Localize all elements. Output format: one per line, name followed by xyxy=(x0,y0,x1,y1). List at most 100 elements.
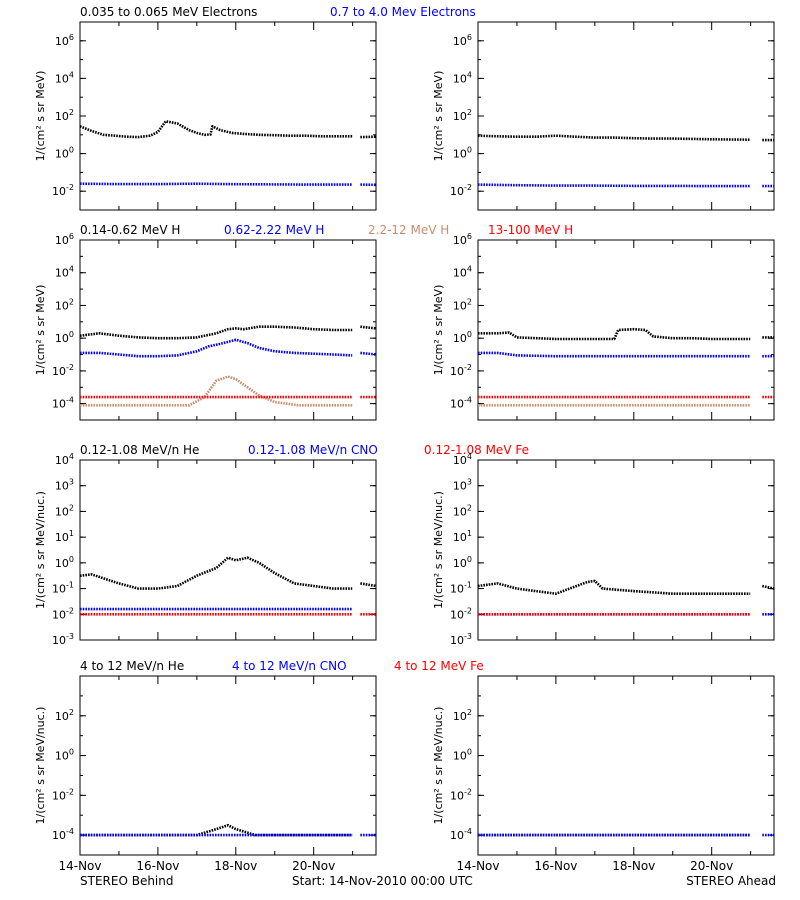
plot-frame xyxy=(477,675,775,856)
y-tick-label: 106 xyxy=(55,33,74,48)
legend-label: 0.62-2.22 MeV H xyxy=(224,223,324,237)
x-tick-label: 20-Nov xyxy=(292,859,335,873)
y-tick-label: 10-4 xyxy=(450,827,472,842)
y-tick-label: 102 xyxy=(55,708,74,723)
series-trace-blue xyxy=(477,183,751,188)
y-tick-label: 100 xyxy=(453,748,472,763)
y-tick-label: 10-3 xyxy=(52,632,74,647)
y-tick-label: 10-2 xyxy=(450,606,472,621)
y-tick-label: 100 xyxy=(453,146,472,161)
y-tick-label: 10-2 xyxy=(52,787,74,802)
data-series xyxy=(79,120,775,837)
legend-label: 4 to 12 MeV/n CNO xyxy=(232,659,347,673)
plot-frame xyxy=(79,675,377,856)
x-tick-label: 18-Nov xyxy=(612,859,655,873)
y-tick-label: 101 xyxy=(55,529,74,544)
series-trace-brown xyxy=(80,375,353,407)
legend-label: 2.2-12 MeV H xyxy=(368,223,449,237)
y-tick-label: 102 xyxy=(55,297,74,312)
y-tick-label: 102 xyxy=(55,503,74,518)
legend-label: 0.12-1.08 MeV/n He xyxy=(80,443,199,457)
series-trace-blue xyxy=(478,351,751,358)
y-tick-label: 104 xyxy=(453,452,472,467)
y-tick-label: 102 xyxy=(55,108,74,123)
y-tick-label: 10-2 xyxy=(450,183,472,198)
y-tick-label: 104 xyxy=(55,70,74,85)
y-tick-label: 102 xyxy=(453,708,472,723)
x-tick-label: 14-Nov xyxy=(58,859,101,873)
footer: STEREO Behind Start: 14-Nov-2010 00:00 U… xyxy=(80,874,776,888)
legend-label: 4 to 12 MeV/n He xyxy=(80,659,184,673)
y-tick-label: 10-1 xyxy=(450,581,472,596)
y-axis-label: 1/(cm² s sr MeV) xyxy=(432,285,445,376)
y-tick-label: 10-1 xyxy=(52,581,74,596)
legend-rows: 0.035 to 0.065 MeV Electrons 0.7 to 4.0 M… xyxy=(80,5,573,673)
y-axis-label: 1/(cm² s sr MeV) xyxy=(34,71,47,162)
y-tick-label: 106 xyxy=(453,232,472,247)
panel-frames xyxy=(79,21,775,856)
y-axis-label: 1/(cm² s sr MeV) xyxy=(432,71,445,162)
y-tick-label: 10-2 xyxy=(52,363,74,378)
y-tick-label: 10-4 xyxy=(52,827,74,842)
y-tick-label: 102 xyxy=(453,297,472,312)
series-trace-blue xyxy=(79,182,353,186)
legend-label: 0.12-1.08 MeV Fe xyxy=(424,443,529,457)
y-tick-label: 100 xyxy=(55,330,74,345)
y-tick-label: 103 xyxy=(453,478,472,493)
y-tick-label: 102 xyxy=(453,108,472,123)
plot-frame xyxy=(79,21,377,211)
y-tick-label: 10-2 xyxy=(450,363,472,378)
y-axis-label: 1/(cm² s sr MeV/nuc.) xyxy=(34,707,47,825)
y-tick-label: 10-4 xyxy=(450,396,472,411)
y-tick-label: 100 xyxy=(453,330,472,345)
y-tick-label: 10-2 xyxy=(450,787,472,802)
y-tick-label: 106 xyxy=(55,232,74,247)
x-tick-label: 14-Nov xyxy=(456,859,499,873)
plot-frame xyxy=(477,239,775,421)
series-trace-black xyxy=(478,327,751,341)
y-tick-label: 10-2 xyxy=(52,183,74,198)
series-trace-black xyxy=(80,823,353,837)
legend-label: 0.12-1.08 MeV/n CNO xyxy=(248,443,378,457)
x-tick-label: 20-Nov xyxy=(690,859,733,873)
y-tick-label: 101 xyxy=(453,529,472,544)
y-tick-label: 100 xyxy=(55,146,74,161)
plot-frame xyxy=(79,459,377,641)
y-tick-label: 103 xyxy=(55,478,74,493)
y-tick-label: 104 xyxy=(55,265,74,280)
x-tick-label: 16-Nov xyxy=(534,859,577,873)
x-tick-label: 16-Nov xyxy=(136,859,179,873)
y-tick-label: 100 xyxy=(55,555,74,570)
y-tick-label: 10-3 xyxy=(450,632,472,647)
y-tick-label: 104 xyxy=(55,452,74,467)
series-trace-black xyxy=(79,556,353,590)
series-trace-black xyxy=(360,582,377,588)
series-trace-black xyxy=(477,579,751,596)
y-axis-label: 1/(cm² s sr MeV/nuc.) xyxy=(432,707,445,825)
y-tick-label: 102 xyxy=(453,503,472,518)
y-tick-label: 100 xyxy=(55,748,74,763)
y-tick-label: 106 xyxy=(453,33,472,48)
y-tick-label: 104 xyxy=(453,265,472,280)
axis-ticks: 10-2 100 102 104 106 1/(cm² s sr MeV) 10-2 100 1… xyxy=(34,21,774,873)
series-trace-blue xyxy=(80,338,353,358)
legend-label: 0.035 to 0.065 MeV Electrons xyxy=(80,5,257,19)
footer-left-label: STEREO Behind xyxy=(80,874,174,888)
footer-right-label: STEREO Ahead xyxy=(686,874,776,888)
plot-frame xyxy=(477,21,775,211)
plot-frame xyxy=(477,459,775,641)
footer-center-label: Start: 14-Nov-2010 00:00 UTC xyxy=(292,874,473,888)
y-tick-label: 10-4 xyxy=(52,396,74,411)
series-trace-black xyxy=(79,325,353,340)
y-tick-label: 100 xyxy=(453,555,472,570)
legend-label: 4 to 12 MeV Fe xyxy=(394,659,484,673)
y-tick-label: 104 xyxy=(453,70,472,85)
x-tick-label: 18-Nov xyxy=(214,859,257,873)
legend-label: 0.14-0.62 MeV H xyxy=(80,223,180,237)
y-axis-label: 1/(cm² s sr MeV/nuc.) xyxy=(34,491,47,609)
y-axis-label: 1/(cm² s sr MeV/nuc.) xyxy=(432,491,445,609)
series-trace-black xyxy=(477,134,751,141)
legend-label: 0.7 to 4.0 Mev Electrons xyxy=(330,5,476,19)
series-trace-black xyxy=(360,325,377,330)
